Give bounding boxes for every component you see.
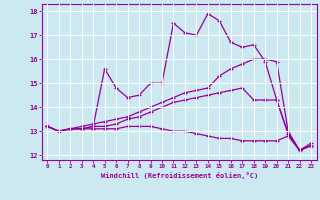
X-axis label: Windchill (Refroidissement éolien,°C): Windchill (Refroidissement éolien,°C) — [100, 172, 258, 179]
